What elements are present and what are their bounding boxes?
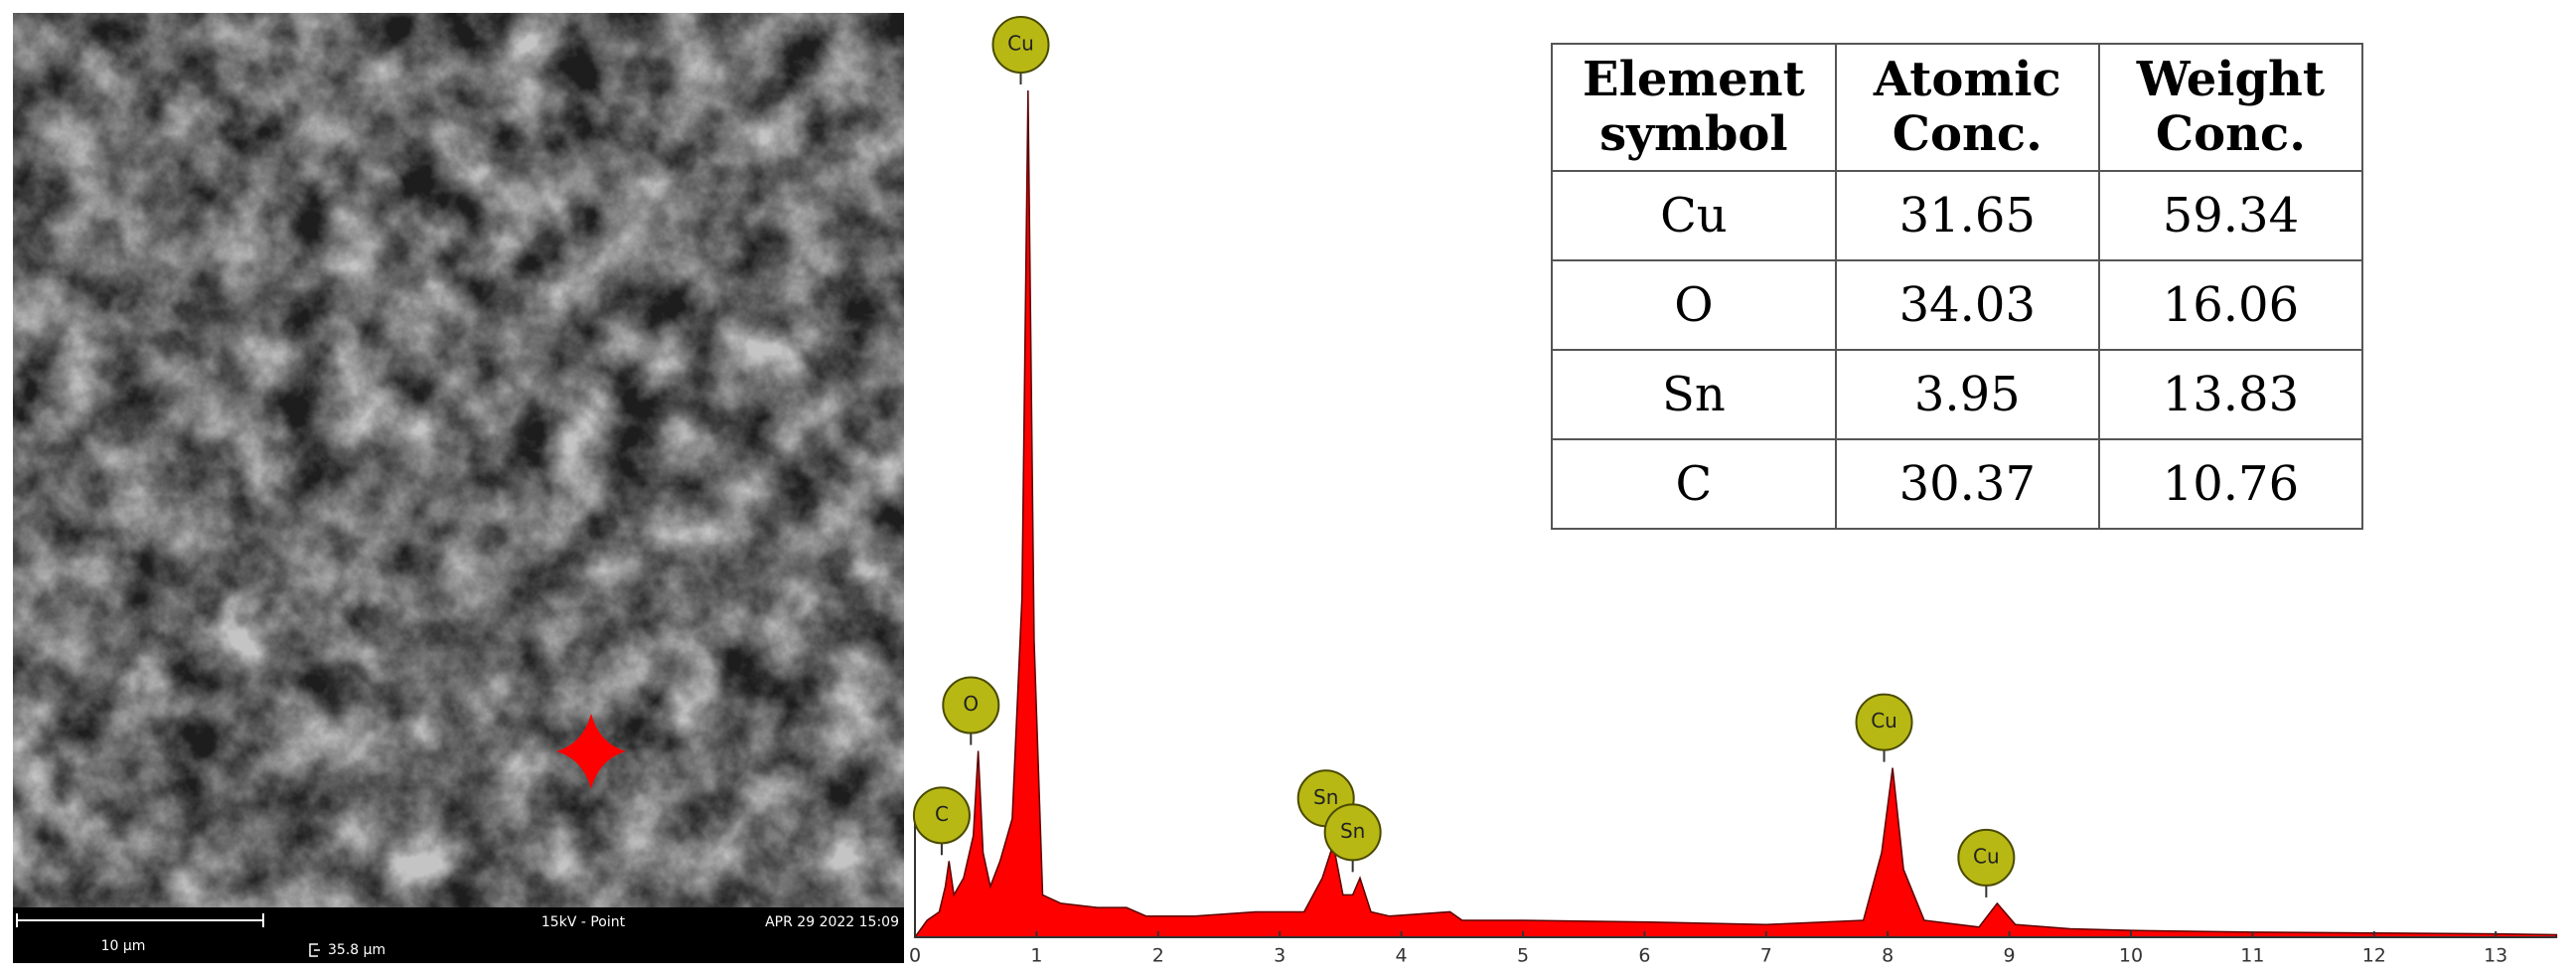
table-cell: 3.95	[1834, 349, 2100, 441]
x-tick-label: 2	[1152, 945, 1164, 967]
table-cell: 34.03	[1834, 259, 2100, 352]
x-tick-label: 4	[1396, 945, 1408, 967]
spectrum	[913, 89, 2558, 938]
header-cell: Element symbol	[1551, 42, 1837, 173]
table-row: Sn 3.95 13.83	[1551, 349, 2364, 441]
peak-marker	[1855, 693, 1913, 751]
peak-text: Sn	[1313, 785, 1338, 809]
peak-marker	[991, 16, 1050, 74]
table-row: O 34.03 16.06	[1551, 259, 2364, 352]
table-cell: 31.65	[1834, 170, 2100, 262]
x-tick-label: 8	[1882, 945, 1894, 967]
peak-label: O	[942, 676, 1000, 745]
table-row: C 30.37 10.76	[1551, 438, 2364, 531]
table-cell: O	[1551, 259, 1837, 352]
x-tick-label: 5	[1517, 945, 1529, 967]
table-row: Cu 31.65 59.34	[1551, 170, 2364, 262]
peak-marker	[1957, 828, 2016, 887]
table-cell: 13.83	[2097, 349, 2364, 441]
peak-label: C	[912, 786, 971, 856]
table-cell: C	[1551, 438, 1837, 531]
x-tick-label: 11	[2240, 945, 2264, 967]
table-cell: 10.76	[2097, 438, 2364, 531]
peak-text: Cu	[1007, 32, 1034, 56]
scale-label: 10 µm	[101, 938, 146, 954]
header-cell: Weight Conc.	[2097, 42, 2364, 173]
table-cell: 59.34	[2097, 170, 2364, 262]
peak-label: Cu	[991, 16, 1050, 84]
x-tick-label: 10	[2119, 945, 2143, 967]
header-row: Element symbol Atomic Conc. Weight Conc.	[1551, 42, 2364, 173]
point-marker	[556, 714, 626, 789]
peak-label: Cu	[1855, 693, 1913, 762]
peak-text: C	[935, 802, 949, 826]
peak-text: Cu	[1973, 844, 2000, 868]
peak-marker	[942, 676, 1000, 734]
table-cell: Sn	[1551, 349, 1837, 441]
table-cell: 16.06	[2097, 259, 2364, 352]
x-tick-label: 0	[909, 945, 921, 967]
peak-marker	[1323, 803, 1382, 862]
mode-label: 15kV - Point	[541, 914, 626, 930]
x-tick-label: 1	[1030, 945, 1042, 967]
x-tick-label: 7	[1760, 945, 1772, 967]
sem-image: 10 µm 15kV - Point APR 29 2022 15:09 35.…	[13, 13, 904, 963]
peak-label: Sn	[1323, 803, 1382, 873]
table-cell: 30.37	[1834, 438, 2100, 531]
x-tick-label: 9	[2004, 945, 2016, 967]
x-tick-label: 12	[2362, 945, 2386, 967]
element-table: Element symbol Atomic Conc. Weight Conc. Cu…	[1551, 42, 2364, 531]
x-tick-label: 13	[2484, 945, 2507, 967]
peak-label: Cu	[1957, 828, 2016, 897]
x-tick-label: 3	[1274, 945, 1286, 967]
x-tick-label: 6	[1638, 945, 1650, 967]
peak-text: Sn	[1340, 819, 1365, 843]
peak-marker	[912, 786, 971, 845]
date-label: APR 29 2022 15:09	[765, 914, 899, 930]
peak-text: O	[963, 692, 979, 716]
peak-text: Cu	[1871, 709, 1897, 733]
table-cell: Cu	[1551, 170, 1837, 262]
field-label: 35.8 µm	[328, 942, 385, 958]
header-cell: Atomic Conc.	[1834, 42, 2100, 173]
